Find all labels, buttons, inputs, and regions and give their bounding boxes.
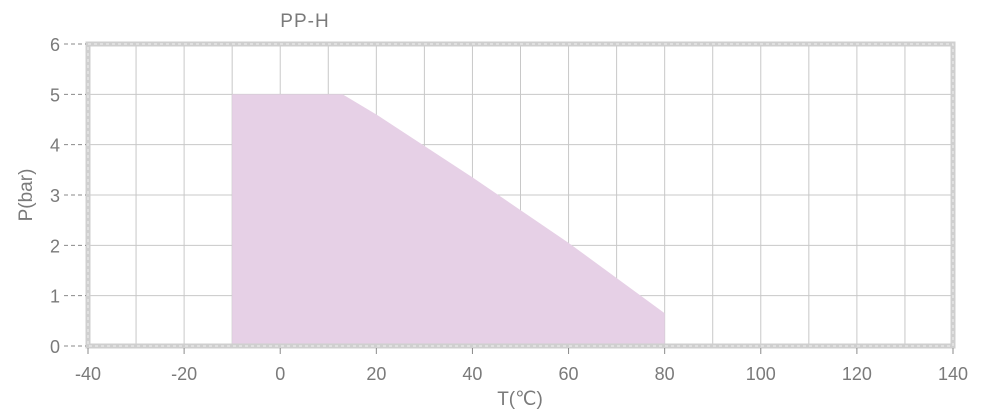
y-tick-label: 3 bbox=[50, 186, 60, 206]
x-axis-label: T(℃) bbox=[497, 389, 543, 410]
series-area-layer bbox=[232, 94, 665, 346]
y-tick-label: 4 bbox=[50, 136, 60, 156]
x-tick-label: 100 bbox=[746, 364, 776, 384]
x-tick-label: 20 bbox=[366, 364, 386, 384]
x-tick-label: 140 bbox=[938, 364, 968, 384]
x-tick-label: 0 bbox=[275, 364, 285, 384]
x-tick-label: 120 bbox=[842, 364, 872, 384]
y-tick-label: 2 bbox=[50, 236, 60, 256]
plot-frame-dash bbox=[87, 43, 954, 347]
y-tick-label: 1 bbox=[50, 287, 60, 307]
x-tick-label: 40 bbox=[462, 364, 482, 384]
x-tick-label: -40 bbox=[75, 364, 101, 384]
y-tick-label: 5 bbox=[50, 85, 60, 105]
axis-ticks: -40 -20 0 20 40 60 80 100 120 140 0 1 2 3 4 5 6 bbox=[50, 35, 968, 384]
x-tick-label: -20 bbox=[171, 364, 197, 384]
y-tick-label: 6 bbox=[50, 35, 60, 55]
x-tick-label: 60 bbox=[559, 364, 579, 384]
y-tick-label: 0 bbox=[50, 337, 60, 357]
y-axis-label: P(bar) bbox=[16, 169, 37, 222]
x-tick-label: 80 bbox=[655, 364, 675, 384]
series-area bbox=[232, 94, 665, 346]
chart-title: PP-H bbox=[280, 11, 329, 32]
